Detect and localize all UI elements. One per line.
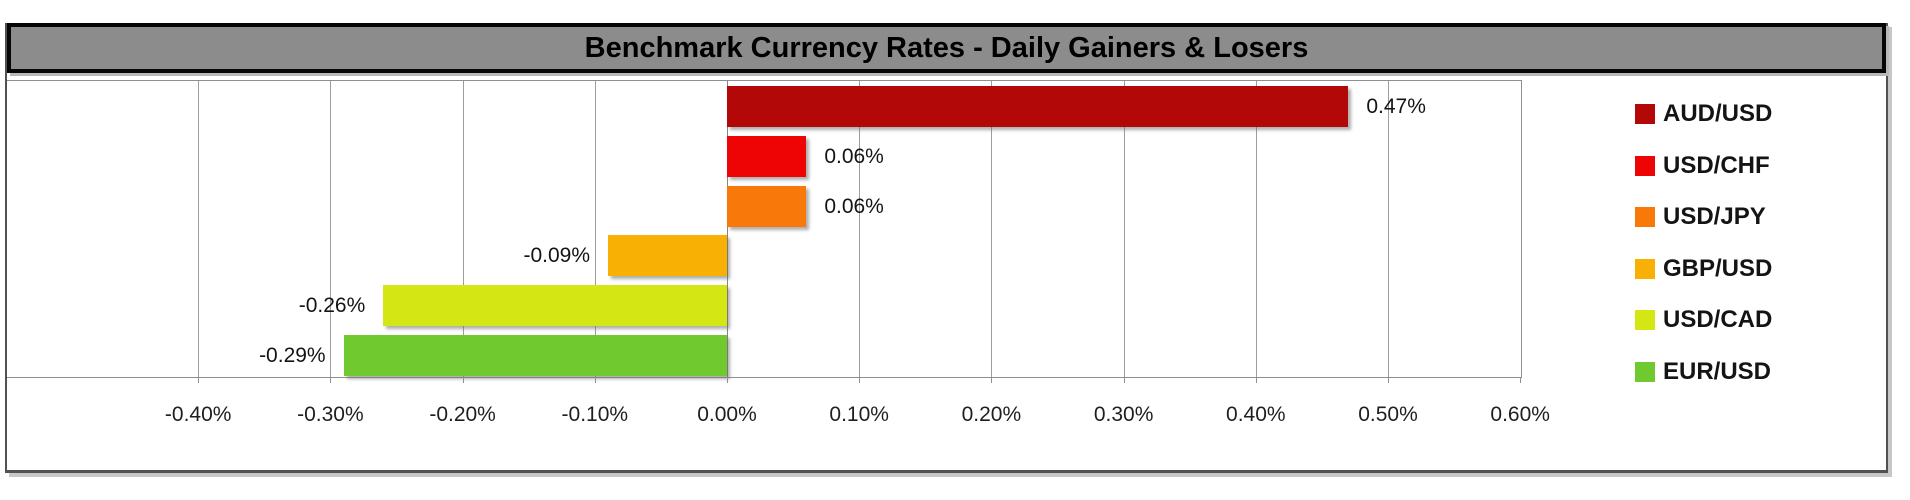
chart-title-band: Benchmark Currency Rates - Daily Gainers…	[7, 23, 1886, 73]
x-tick-mark	[462, 377, 464, 383]
bar-aud-usd	[727, 86, 1349, 127]
bar-value-label: 0.06%	[824, 194, 884, 218]
x-tick-label: 0.00%	[697, 403, 757, 426]
gridline	[594, 81, 596, 377]
legend-swatch-icon	[1635, 310, 1655, 330]
legend-item-aud-usd: AUD/USD	[1635, 100, 1772, 128]
legend-swatch-icon	[1635, 156, 1655, 176]
gridline	[330, 81, 332, 377]
legend-item-gbp-usd: GBP/USD	[1635, 255, 1772, 283]
x-tick-mark	[859, 377, 861, 383]
gridline	[991, 81, 993, 377]
legend-label: AUD/USD	[1663, 100, 1773, 127]
legend-swatch-icon	[1635, 259, 1655, 279]
legend-label: USD/CAD	[1663, 306, 1773, 333]
bar-gbp-usd	[608, 235, 727, 276]
x-tick-mark	[1388, 377, 1389, 383]
legend-item-eur-usd: EUR/USD	[1635, 358, 1771, 386]
plot-area: 0.47% 0.06% 0.06% -0.09% -0.26% -0.29%	[7, 80, 1522, 378]
x-tick-label: 0.50%	[1358, 403, 1418, 426]
x-tick-mark	[594, 377, 596, 383]
bar-value-label: -0.29%	[259, 343, 326, 367]
gridline	[462, 81, 464, 377]
x-tick-label: 0.20%	[961, 403, 1022, 426]
legend-item-usd-chf: USD/CHF	[1635, 152, 1770, 180]
legend-item-usd-jpy: USD/JPY	[1635, 203, 1766, 231]
x-tick-mark	[991, 377, 993, 383]
x-tick-label: -0.40%	[164, 403, 232, 426]
bar-usd-jpy	[727, 186, 807, 227]
bar-value-label: -0.26%	[298, 293, 366, 317]
chart-frame: Benchmark Currency Rates - Daily Gainers…	[5, 23, 1888, 473]
x-tick-mark	[1520, 377, 1522, 383]
bar-usd-cad	[383, 285, 727, 326]
x-tick-label: 0.10%	[829, 403, 889, 426]
legend-label: USD/CHF	[1663, 152, 1770, 179]
legend-label: EUR/USD	[1663, 358, 1772, 385]
x-tick-label: -0.10%	[561, 403, 629, 426]
x-tick-label: 0.60%	[1490, 403, 1550, 426]
x-tick-label: 0.30%	[1093, 403, 1154, 426]
x-tick-label: 0.40%	[1226, 403, 1286, 426]
legend-swatch-icon	[1635, 104, 1655, 124]
legend-label: GBP/USD	[1663, 255, 1773, 282]
gridline	[198, 81, 200, 377]
x-tick-label: -0.20%	[429, 403, 496, 426]
x-tick-mark	[330, 377, 332, 383]
bar-value-label: -0.09%	[523, 243, 591, 267]
legend: AUD/USD USD/CHF USD/JPY GBP/USD USD/CAD EUR/U…	[1627, 80, 1882, 400]
x-tick-label: -0.30%	[297, 403, 364, 426]
gridline	[1255, 81, 1257, 377]
gridline	[1123, 81, 1125, 377]
bar-usd-chf	[727, 136, 807, 177]
legend-item-usd-cad: USD/CAD	[1635, 306, 1772, 334]
gridline	[1388, 81, 1389, 377]
zero-gridline	[727, 81, 728, 377]
bar-eur-usd	[343, 335, 727, 376]
x-tick-mark	[1123, 377, 1125, 383]
gridline	[859, 81, 861, 377]
legend-swatch-icon	[1635, 207, 1655, 227]
x-tick-mark	[198, 377, 200, 383]
legend-label: USD/JPY	[1663, 203, 1766, 230]
x-tick-mark	[1255, 377, 1257, 383]
x-tick-mark	[727, 377, 728, 383]
bar-value-label: 0.06%	[824, 144, 884, 168]
bar-value-label: 0.47%	[1366, 94, 1426, 118]
chart-title: Benchmark Currency Rates - Daily Gainers…	[584, 31, 1309, 64]
legend-swatch-icon	[1635, 362, 1655, 382]
